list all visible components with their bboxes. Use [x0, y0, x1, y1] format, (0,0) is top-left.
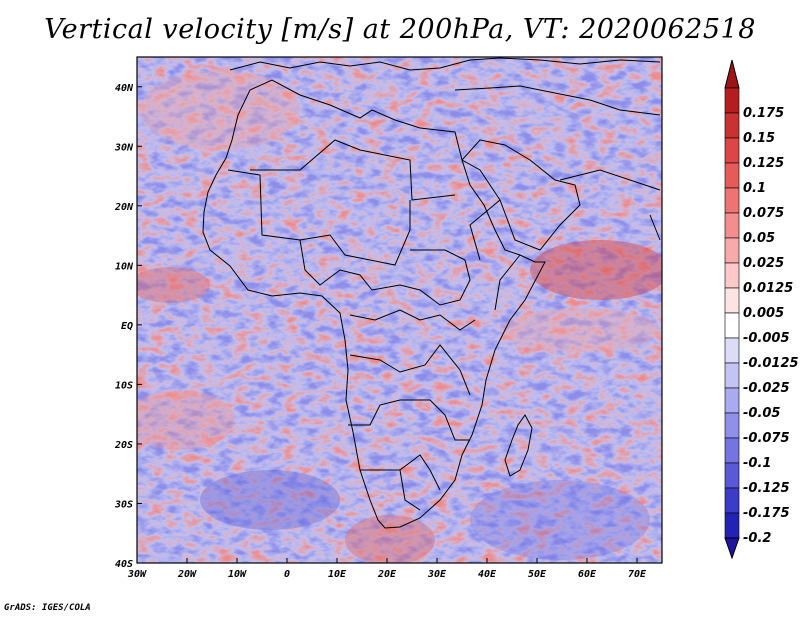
- colorbar-swatch: [724, 387, 740, 414]
- colorbar-swatch: [724, 87, 740, 114]
- colorbar-swatch: [724, 412, 740, 439]
- longitude-axis: 30W 20W 10W 0 10E 20E 30E 40E 50E 60E 70E: [127, 558, 647, 580]
- colorbar-label: 0.05: [743, 231, 775, 246]
- colorbar-label: -0.0125: [743, 356, 799, 371]
- colorbar-label: -0.075: [743, 431, 790, 446]
- map-title: Vertical velocity [m/s] at 200hPa, VT: 2…: [44, 14, 756, 45]
- lon-tick-label: 70E: [628, 569, 647, 580]
- lon-tick-label: 10W: [228, 569, 247, 580]
- colorbar-label: -0.2: [743, 531, 771, 546]
- lon-tick-label: 0: [284, 569, 290, 580]
- lat-tick-label: 10S: [115, 380, 133, 391]
- colorbar: 0.175 0.15 0.125 0.1 0.075 0.05 0.025 0.0125 0.0…: [724, 59, 799, 560]
- colorbar-label: -0.05: [743, 406, 780, 421]
- coastlines: [202, 57, 661, 529]
- colorbar-label: -0.175: [743, 506, 790, 521]
- lat-tick-label: 40S: [115, 559, 133, 570]
- colorbar-label: 0.125: [743, 156, 784, 171]
- colorbar-swatch: [724, 287, 740, 314]
- colorbar-label: -0.125: [743, 481, 790, 496]
- colorbar-label: 0.1: [743, 181, 766, 196]
- map-frame: [136, 56, 663, 564]
- colorbar-label: 0.075: [743, 206, 784, 221]
- grads-credit: GrADS: IGES/COLA: [4, 603, 91, 613]
- lon-tick-label: 30W: [127, 569, 147, 580]
- colorbar-swatch: [724, 437, 740, 464]
- colorbar-swatch: [724, 462, 740, 489]
- colorbar-swatch: [724, 112, 740, 139]
- lat-tick-label: EQ: [121, 321, 133, 332]
- colorbar-bottom-arrow: [724, 537, 740, 560]
- lon-tick-label: 20E: [377, 569, 397, 580]
- colorbar-swatch: [724, 512, 740, 539]
- lon-tick-label: 60E: [578, 569, 597, 580]
- latitude-axis: 40N 30N 20N 10N EQ 10S 20S 30S 40S: [114, 83, 142, 570]
- colorbar-swatch: [724, 237, 740, 264]
- colorbar-label: 0.025: [743, 256, 784, 271]
- colorbar-swatch: [724, 137, 740, 164]
- lat-tick-label: 20N: [114, 202, 134, 213]
- colorbar-swatch: [724, 212, 740, 239]
- colorbar-label: -0.005: [743, 331, 790, 346]
- colorbar-swatch: [724, 362, 740, 389]
- colorbar-label: -0.1: [743, 456, 771, 471]
- lat-tick-label: 30S: [114, 499, 133, 510]
- colorbar-swatch: [724, 487, 740, 514]
- colorbar-top-arrow: [724, 59, 740, 89]
- colorbar-label: 0.15: [743, 131, 775, 146]
- lat-tick-label: 20S: [114, 440, 133, 451]
- lon-tick-label: 10E: [328, 569, 347, 580]
- lat-tick-label: 10N: [115, 261, 134, 272]
- colorbar-label: 0.005: [743, 306, 784, 321]
- colorbar-swatch: [724, 187, 740, 214]
- colorbar-label: -0.025: [743, 381, 790, 396]
- colorbar-label: 0.0125: [743, 281, 793, 296]
- lon-tick-label: 40E: [478, 569, 497, 580]
- colorbar-swatch: [724, 337, 740, 364]
- lon-tick-label: 30E: [427, 569, 447, 580]
- colorbar-swatch: [724, 162, 740, 189]
- colorbar-label: 0.175: [743, 106, 784, 121]
- lon-tick-label: 20W: [177, 569, 197, 580]
- colorbar-swatch: [724, 262, 740, 289]
- lat-tick-label: 30N: [114, 142, 134, 153]
- lon-tick-label: 50E: [528, 569, 547, 580]
- colorbar-swatch: [724, 312, 740, 339]
- lat-tick-label: 40N: [115, 83, 134, 94]
